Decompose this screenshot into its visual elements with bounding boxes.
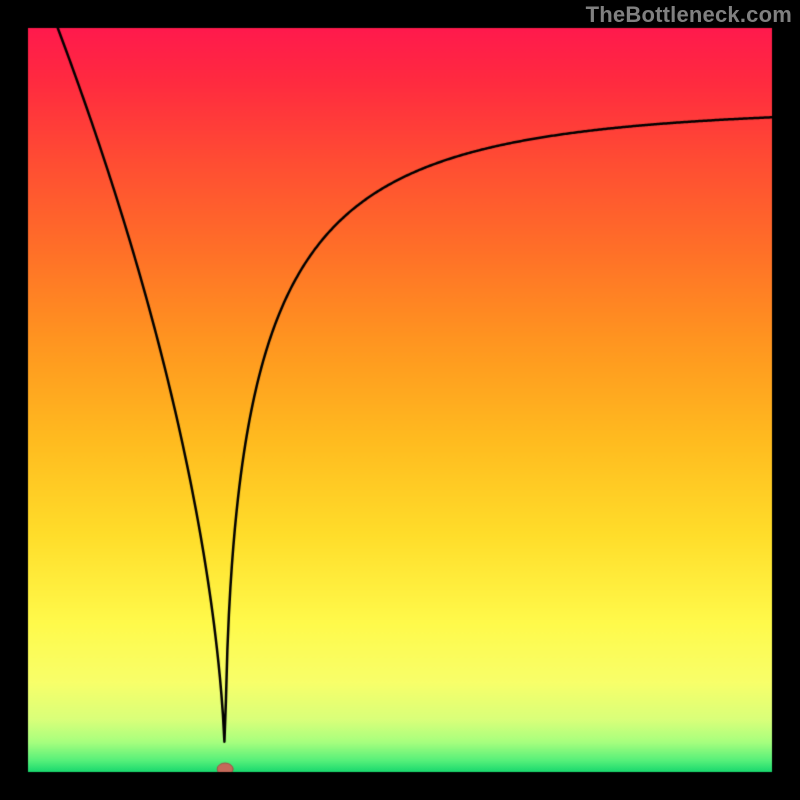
chart-root: TheBottleneck.com (0, 0, 800, 800)
bottleneck-curve-canvas (0, 0, 800, 800)
watermark-text: TheBottleneck.com (586, 2, 792, 28)
